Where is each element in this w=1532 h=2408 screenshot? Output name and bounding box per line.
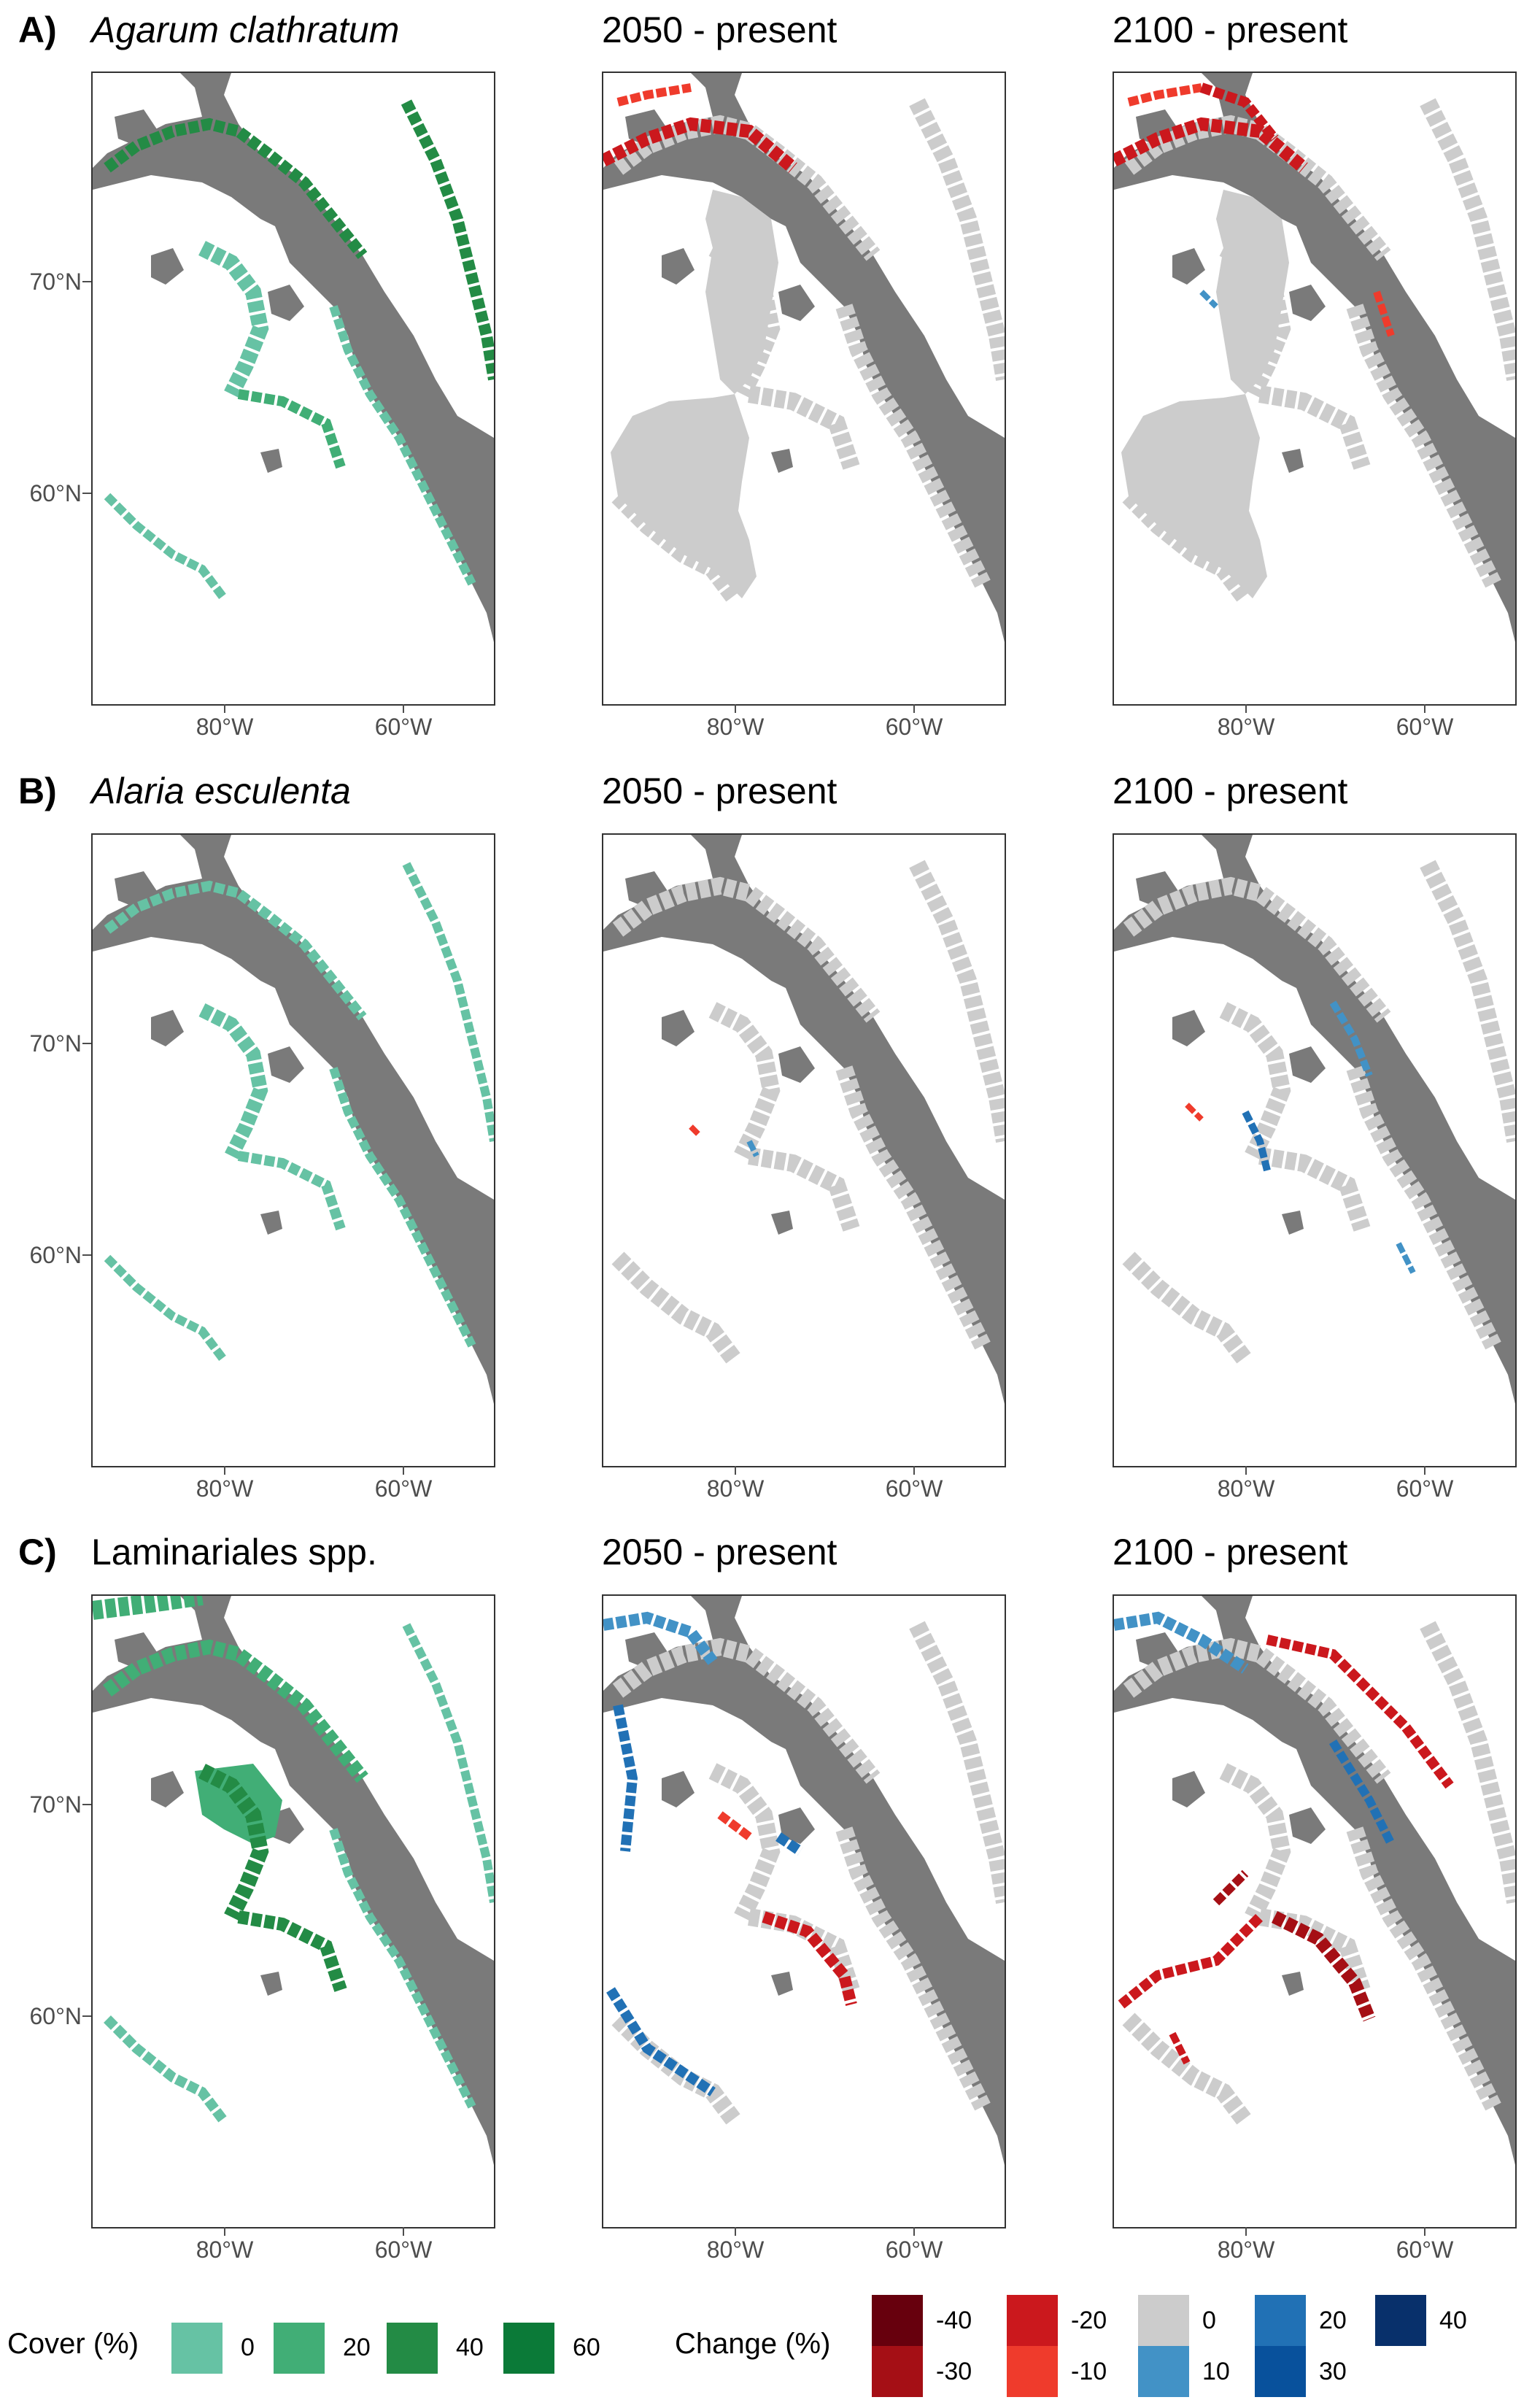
map-canvas — [93, 835, 494, 1466]
ylabel-70n-b: 70°N — [29, 1030, 82, 1057]
change-legend-label-30: 30 — [1319, 2358, 1347, 2385]
ylabel-60n-c: 60°N — [29, 2003, 82, 2029]
row-a-species-title: Agarum clathratum — [91, 9, 400, 50]
map-a-present — [91, 72, 495, 706]
xlabel-60w-a1: 60°W — [374, 714, 433, 740]
change-legend-label-20: 20 — [1319, 2307, 1347, 2334]
map-a-2050 — [602, 72, 1006, 706]
map-canvas — [603, 1596, 1005, 2227]
map-c-present — [91, 1594, 495, 2228]
change-legend-swatch--10 — [1007, 2346, 1058, 2397]
change-legend-label-10: 10 — [1202, 2358, 1230, 2385]
change-legend-label--30: -30 — [936, 2358, 972, 2385]
change-legend-swatch--20 — [1007, 2295, 1058, 2346]
ylabel-70n-a: 70°N — [29, 269, 82, 295]
xlabel-60w-a2: 60°W — [885, 714, 943, 740]
xlabel-80w-b1: 80°W — [196, 1475, 254, 1502]
row-b-species-title: Alaria esculenta — [91, 771, 351, 811]
row-c-2100-title: 2100 - present — [1113, 1532, 1348, 1572]
row-b-letter: B) — [18, 771, 57, 811]
cover-legend-label-60: 60 — [573, 2334, 600, 2361]
xlabel-60w-b3: 60°W — [1396, 1475, 1454, 1502]
change-legend-swatch--40 — [872, 2295, 923, 2346]
change-legend-label--40: -40 — [936, 2307, 972, 2334]
ylabel-60n-b: 60°N — [29, 1242, 82, 1268]
map-canvas — [1114, 1596, 1515, 2227]
xlabel-60w-c1: 60°W — [374, 2237, 433, 2263]
map-a-2100 — [1113, 72, 1517, 706]
cover-legend-swatch-20 — [274, 2323, 325, 2374]
ylabel-60n-a: 60°N — [29, 480, 82, 506]
change-legend-swatch-40 — [1375, 2295, 1426, 2346]
change-legend-swatch-0 — [1138, 2295, 1189, 2346]
change-legend-label-40: 40 — [1439, 2307, 1467, 2334]
xlabel-60w-c3: 60°W — [1396, 2237, 1454, 2263]
xlabel-60w-b1: 60°W — [374, 1475, 433, 1502]
ylabel-70n-c: 70°N — [29, 1791, 82, 1818]
change-legend-label--20: -20 — [1071, 2307, 1107, 2334]
cover-legend-swatch-40 — [387, 2323, 438, 2374]
row-a-2050-title: 2050 - present — [602, 9, 837, 50]
map-canvas — [603, 835, 1005, 1466]
xlabel-60w-a3: 60°W — [1396, 714, 1454, 740]
xlabel-60w-b2: 60°W — [885, 1475, 943, 1502]
map-canvas — [603, 73, 1005, 704]
xlabel-80w-c2: 80°W — [706, 2237, 765, 2263]
change-legend-label--10: -10 — [1071, 2358, 1107, 2385]
change-legend-swatch-20 — [1255, 2295, 1306, 2346]
change-legend-label-0: 0 — [1202, 2307, 1216, 2334]
map-c-2100 — [1113, 1594, 1517, 2228]
cover-legend-label-20: 20 — [343, 2334, 371, 2361]
xlabel-80w-c3: 80°W — [1217, 2237, 1275, 2263]
change-legend-swatch--30 — [872, 2346, 923, 2397]
xlabel-80w-a3: 80°W — [1217, 714, 1275, 740]
xlabel-80w-a2: 80°W — [706, 714, 765, 740]
map-b-2050 — [602, 833, 1006, 1467]
row-a-letter: A) — [18, 9, 57, 50]
map-canvas — [1114, 835, 1515, 1466]
xlabel-60w-c2: 60°W — [885, 2237, 943, 2263]
map-canvas — [1114, 73, 1515, 704]
row-a-2100-title: 2100 - present — [1113, 9, 1348, 50]
map-canvas — [93, 73, 494, 704]
row-b-2100-title: 2100 - present — [1113, 771, 1348, 811]
row-c-2050-title: 2050 - present — [602, 1532, 837, 1572]
row-c-letter: C) — [18, 1532, 57, 1572]
map-c-2050 — [602, 1594, 1006, 2228]
change-legend-title: Change (%) — [675, 2328, 831, 2360]
xlabel-80w-b2: 80°W — [706, 1475, 765, 1502]
xlabel-80w-b3: 80°W — [1217, 1475, 1275, 1502]
row-c-species-title: Laminariales spp. — [91, 1532, 377, 1572]
xlabel-80w-a1: 80°W — [196, 714, 254, 740]
map-canvas — [93, 1596, 494, 2227]
cover-legend-swatch-0 — [171, 2323, 223, 2374]
cover-legend-label-0: 0 — [241, 2334, 255, 2361]
row-b-2050-title: 2050 - present — [602, 771, 837, 811]
cover-legend-label-40: 40 — [456, 2334, 484, 2361]
map-b-present — [91, 833, 495, 1467]
change-legend-swatch-30 — [1255, 2346, 1306, 2397]
xlabel-80w-c1: 80°W — [196, 2237, 254, 2263]
change-legend-swatch-10 — [1138, 2346, 1189, 2397]
cover-legend-title: Cover (%) — [7, 2328, 139, 2360]
map-b-2100 — [1113, 833, 1517, 1467]
cover-legend-swatch-60 — [503, 2323, 554, 2374]
